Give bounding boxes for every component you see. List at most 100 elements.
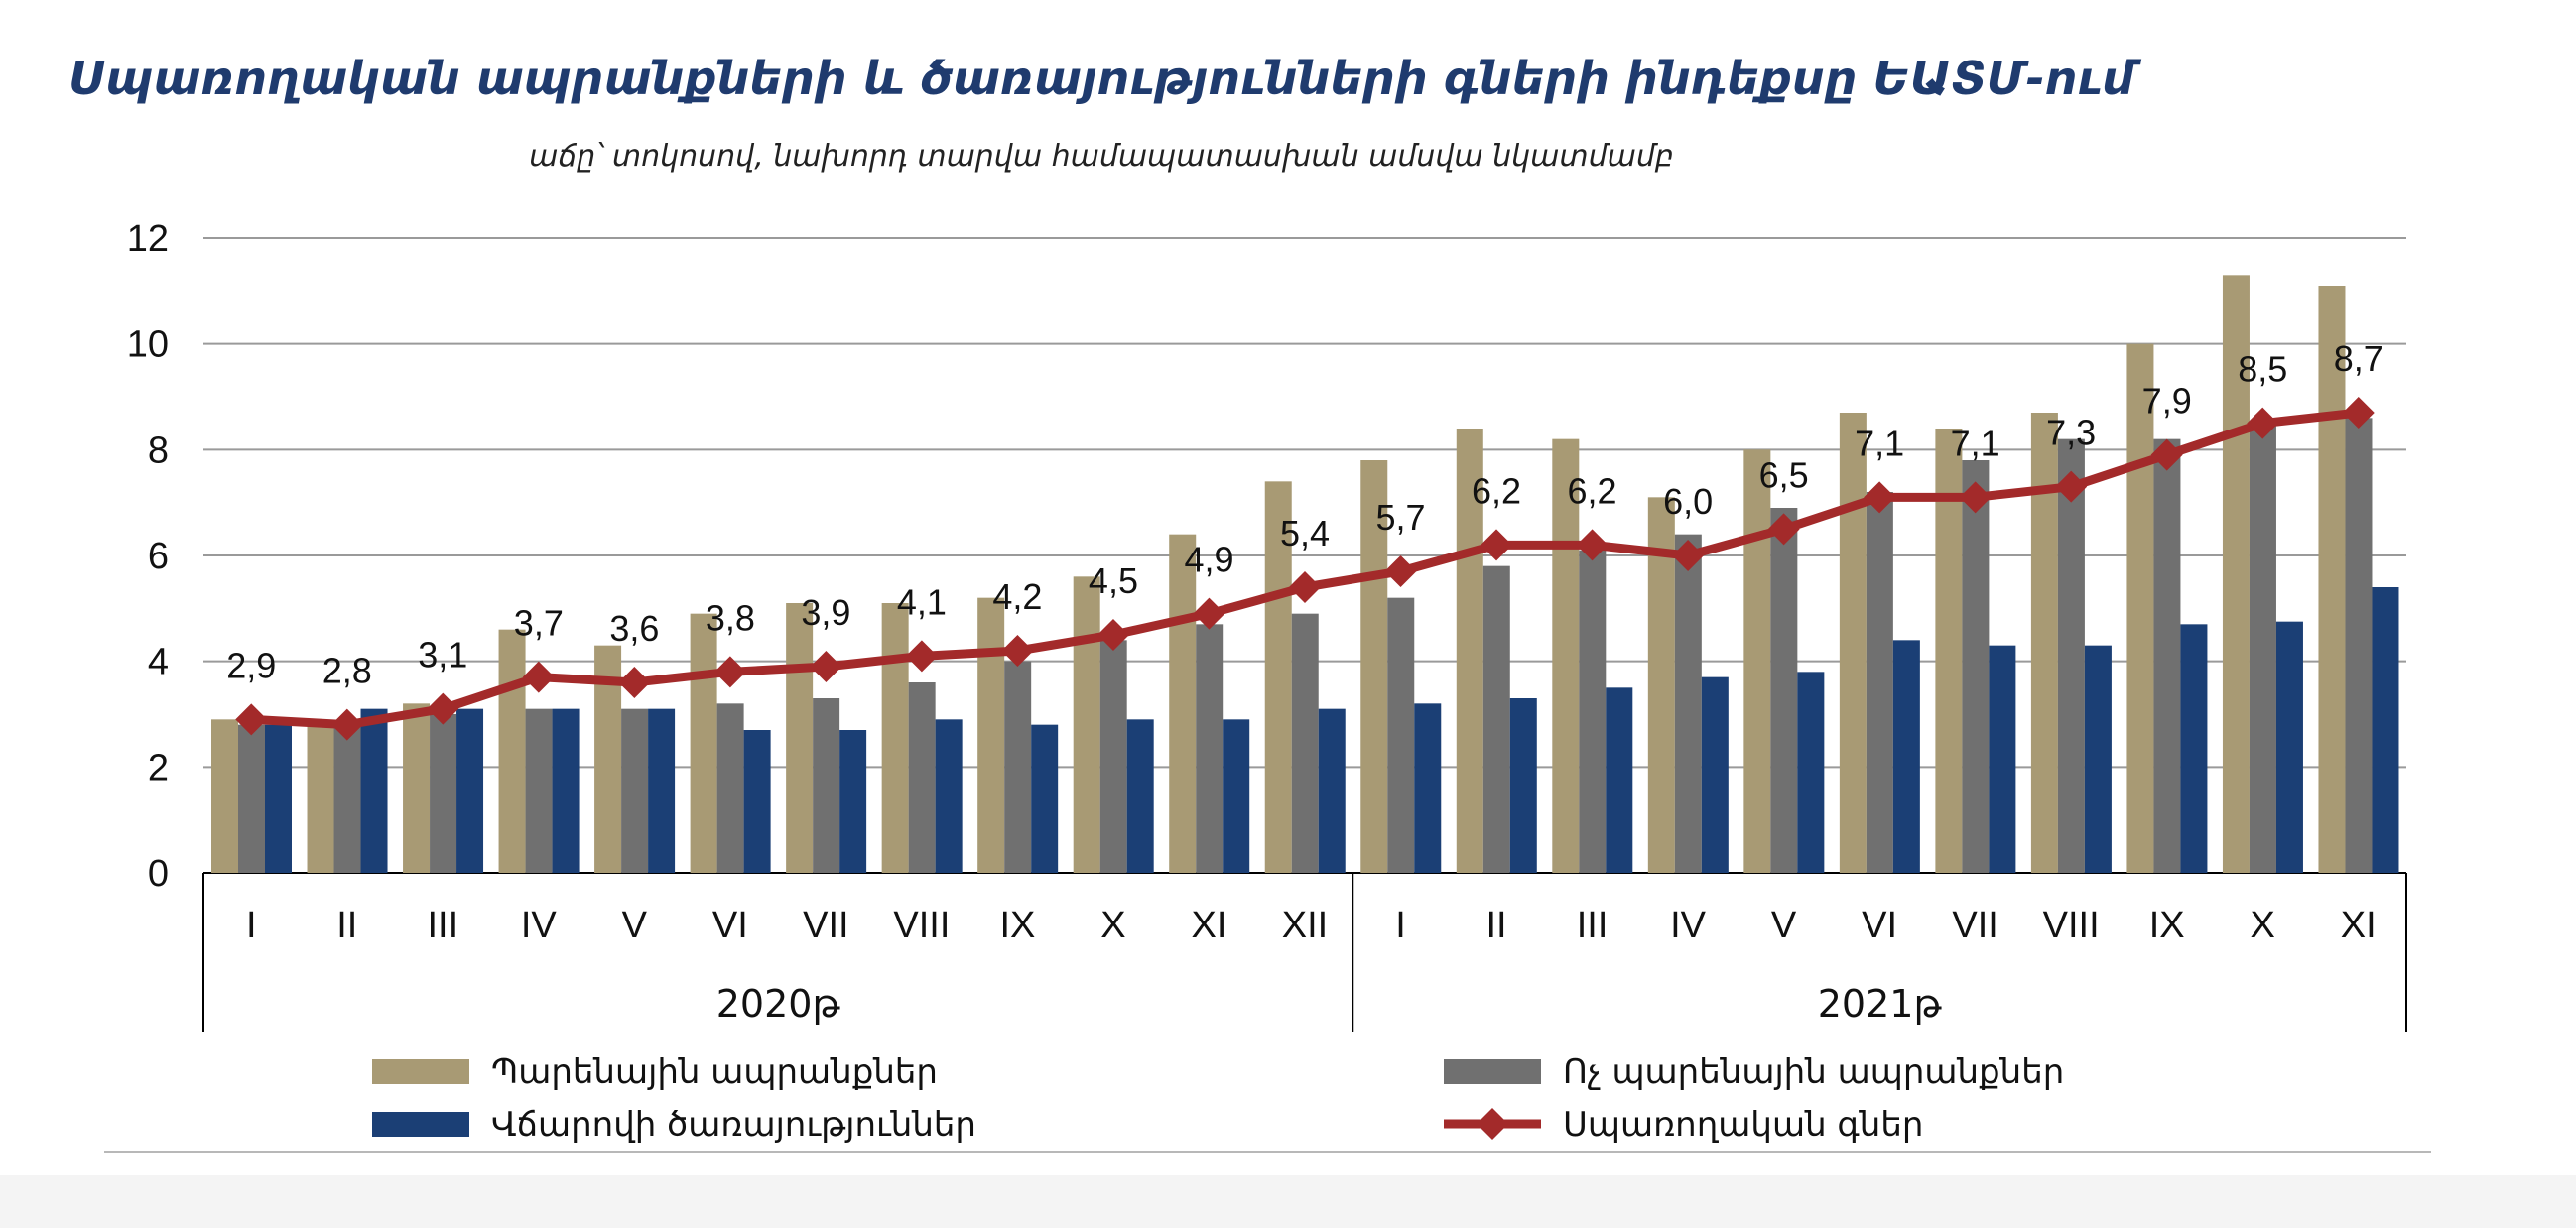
- bar-1: [1743, 449, 1771, 873]
- bar-1: [1264, 481, 1292, 873]
- bar-2: [2249, 423, 2276, 873]
- bar-3: [456, 708, 484, 873]
- data-label: 4,2: [992, 576, 1042, 617]
- data-label: 5,7: [1375, 497, 1425, 538]
- bar-3: [1414, 703, 1442, 873]
- data-label: 4,5: [1089, 560, 1138, 601]
- bar-1: [786, 603, 814, 873]
- legend-swatch: [372, 1112, 469, 1137]
- bar-1: [1647, 497, 1675, 873]
- bottom-band: [0, 1175, 2576, 1228]
- line-point-marker: [427, 692, 459, 725]
- bar-2: [2057, 438, 2085, 873]
- chart-title: Սպառողական ապրանքների և ծառայությունների…: [68, 52, 2134, 105]
- bar-2: [333, 724, 361, 873]
- bar-3: [1606, 687, 1633, 873]
- bar-1: [307, 724, 334, 873]
- bar-3: [935, 719, 963, 873]
- bar-1: [1552, 438, 1580, 873]
- line-point-marker: [522, 661, 555, 693]
- x-tick-label: VIII: [2043, 905, 2100, 946]
- bar-2: [1291, 613, 1319, 873]
- bar-2: [908, 682, 936, 873]
- x-tick-label: III: [1577, 905, 1609, 946]
- data-label: 6,0: [1663, 481, 1713, 522]
- bar-2: [1579, 550, 1607, 873]
- bar-2: [716, 703, 744, 873]
- x-tick-label: IV: [1670, 905, 1707, 946]
- line-point-marker: [618, 667, 651, 698]
- y-tick-label: 0: [148, 853, 169, 895]
- line-point-marker: [1864, 481, 1896, 514]
- line-point-marker: [1481, 529, 1513, 561]
- data-label: 3,9: [801, 592, 850, 633]
- bar-1: [1456, 429, 1483, 873]
- bar-1: [403, 703, 431, 873]
- bar-1: [1935, 429, 1963, 873]
- bar-2: [2345, 418, 2373, 873]
- x-tick-label: V: [622, 905, 648, 946]
- data-label: 4,1: [897, 581, 947, 622]
- bar-1: [690, 613, 717, 873]
- x-tick-label: IV: [521, 905, 558, 946]
- bottom-divider: [104, 1151, 2431, 1153]
- data-label: 7,3: [2046, 413, 2096, 453]
- data-label: 6,5: [1759, 454, 1809, 495]
- x-tick-label: X: [1100, 905, 1125, 946]
- line-point-marker: [2247, 407, 2279, 439]
- x-tick-label: XI: [2341, 905, 2377, 946]
- bar-2: [1196, 624, 1224, 873]
- bar-1: [977, 597, 1005, 873]
- bar-3: [2180, 624, 2208, 873]
- x-tick-label: II: [336, 905, 357, 946]
- line-point-marker: [330, 708, 363, 741]
- data-label: 3,1: [418, 635, 467, 675]
- data-label: 7,1: [1951, 423, 2000, 463]
- line-point-marker: [1001, 635, 1034, 667]
- x-tick-label: V: [1771, 905, 1797, 946]
- x-tick-label: I: [1395, 905, 1406, 946]
- x-tick-label: XI: [1192, 905, 1227, 946]
- bar-2: [1099, 640, 1127, 873]
- bar-3: [1892, 640, 1920, 873]
- bar-2: [621, 708, 649, 873]
- line-point-marker: [713, 656, 746, 688]
- bar-2: [1962, 460, 1990, 873]
- bar-3: [1126, 719, 1154, 873]
- bar-3: [1989, 645, 2016, 873]
- line-point-marker: [810, 651, 842, 682]
- bar-2: [238, 724, 265, 873]
- x-tick-label: X: [2251, 905, 2275, 946]
- data-label: 2,8: [322, 651, 372, 691]
- bar-2: [1004, 661, 1032, 873]
- x-tick-label: VIII: [893, 905, 950, 946]
- x-tick-label: VI: [1862, 905, 1897, 946]
- bar-2: [525, 708, 553, 873]
- line-point-marker: [2150, 438, 2183, 471]
- bar-3: [648, 708, 676, 873]
- data-label: 2,9: [226, 645, 276, 685]
- x-tick-label: VI: [712, 905, 748, 946]
- bar-3: [1031, 724, 1059, 873]
- bar-1: [498, 629, 526, 873]
- year-group-label: 2020թ: [716, 982, 841, 1026]
- legend-label: Ոչ պարենային ապրանքներ: [1563, 1052, 2064, 1092]
- bar-3: [743, 730, 771, 873]
- bar-1: [211, 719, 238, 873]
- data-label: 3,8: [706, 597, 755, 638]
- data-label: 8,7: [2334, 338, 2383, 379]
- y-tick-label: 8: [148, 430, 169, 471]
- bar-1: [2126, 343, 2154, 874]
- bar-3: [2372, 587, 2399, 873]
- legend-label: Պարենային ապրանքներ: [491, 1052, 938, 1092]
- x-tick-label: XII: [1282, 905, 1328, 946]
- x-tick-label: IX: [2149, 905, 2185, 946]
- x-tick-label: VII: [1952, 905, 1997, 946]
- legend-swatch: [372, 1059, 469, 1084]
- bar-1: [1073, 576, 1100, 873]
- bar-2: [1770, 508, 1798, 873]
- data-label: 6,2: [1568, 470, 1617, 511]
- bar-2: [1674, 534, 1702, 873]
- legend-label: Վճարովի ծառայություններ: [491, 1105, 976, 1145]
